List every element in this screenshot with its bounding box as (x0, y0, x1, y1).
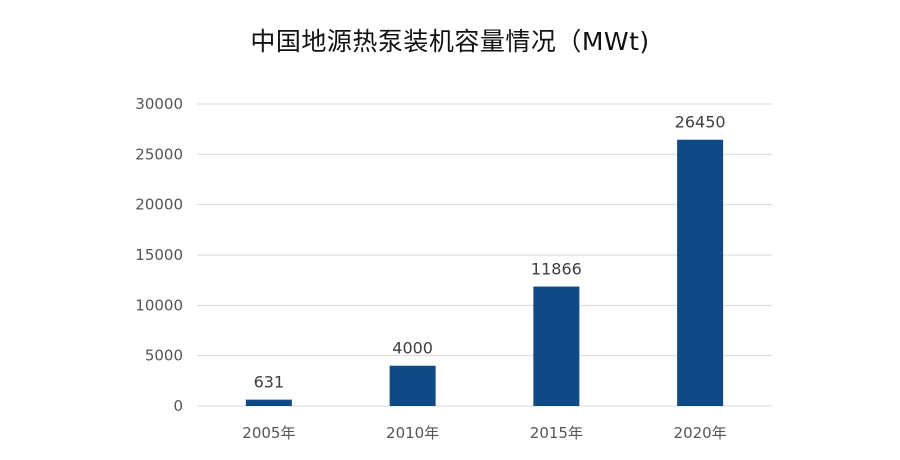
bars (245, 139, 724, 406)
x-tick-label: 2020年 (674, 424, 727, 442)
bar (677, 139, 724, 406)
y-axis-ticks: 0 5000 10000 15000 20000 25000 30000 (135, 95, 183, 415)
data-label: 26450 (675, 113, 726, 132)
chart-title: 中国地源热泵装机容量情况（MWt) (250, 27, 650, 56)
x-tick-label: 2005年 (242, 424, 295, 442)
data-label: 631 (254, 373, 285, 392)
y-tick-label: 10000 (135, 296, 183, 314)
data-label: 11866 (531, 260, 582, 279)
y-tick-label: 30000 (135, 95, 183, 113)
y-tick-label: 0 (173, 397, 183, 415)
bar (389, 365, 436, 406)
data-labels: 631 4000 11866 26450 (254, 113, 726, 392)
bar (533, 286, 580, 406)
y-tick-label: 15000 (135, 246, 183, 264)
x-tick-label: 2010年 (386, 424, 439, 442)
x-tick-label: 2015年 (530, 424, 583, 442)
data-label: 4000 (392, 339, 433, 358)
bar (245, 399, 292, 406)
y-tick-label: 25000 (135, 145, 183, 163)
gridlines (197, 103, 772, 407)
y-tick-label: 5000 (145, 347, 183, 365)
y-tick-label: 20000 (135, 196, 183, 214)
x-axis-ticks: 2005年 2010年 2015年 2020年 (242, 424, 726, 442)
